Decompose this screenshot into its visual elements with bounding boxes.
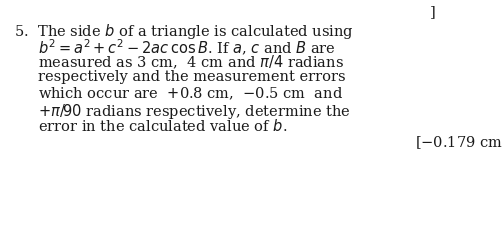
- Text: ]: ]: [430, 5, 436, 19]
- Text: $+\pi/90$ radians respectively, determine the: $+\pi/90$ radians respectively, determin…: [38, 102, 351, 121]
- Text: which occur are  $+$0.8 cm,  $-$0.5 cm  and: which occur are $+$0.8 cm, $-$0.5 cm and: [38, 86, 343, 103]
- Text: respectively and the measurement errors: respectively and the measurement errors: [38, 70, 346, 84]
- Text: measured as 3 cm,  4 cm and $\pi/4$ radians: measured as 3 cm, 4 cm and $\pi/4$ radia…: [38, 54, 344, 71]
- Text: $b^2 = a^2 + c^2 - 2ac\,\cos B$. If $a$, $c$ and $B$ are: $b^2 = a^2 + c^2 - 2ac\,\cos B$. If $a$,…: [38, 38, 336, 58]
- Text: error in the calculated value of $b$.: error in the calculated value of $b$.: [38, 118, 287, 134]
- Text: 5.  The side $b$ of a triangle is calculated using: 5. The side $b$ of a triangle is calcula…: [14, 22, 354, 41]
- Text: [$-$0.179 cm]: [$-$0.179 cm]: [415, 134, 503, 151]
